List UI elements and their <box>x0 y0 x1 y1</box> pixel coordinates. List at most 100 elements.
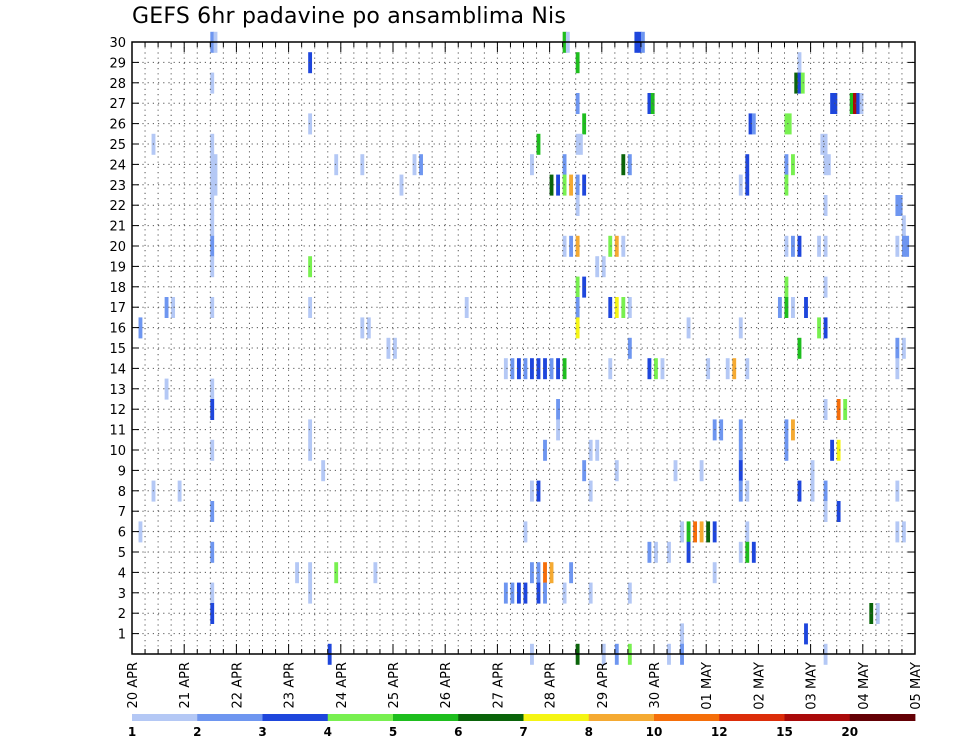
heatmap-cell <box>810 480 815 502</box>
heatmap-cell <box>859 93 864 114</box>
heatmap-cell <box>751 113 756 135</box>
heatmap-cell <box>823 317 828 339</box>
heatmap-cell <box>210 215 215 237</box>
colorbar-swatch <box>849 714 916 721</box>
heatmap-cell <box>797 480 802 502</box>
y-tick-label: 4 <box>118 566 126 581</box>
y-tick-label: 1 <box>118 628 126 643</box>
heatmap-cell <box>823 480 828 502</box>
heatmap-cell <box>575 93 580 114</box>
heatmap-cell <box>582 113 587 135</box>
y-tick-label: 14 <box>109 362 126 377</box>
heatmap-cell <box>856 93 861 114</box>
heatmap-cell <box>706 358 711 380</box>
heatmap-cell <box>797 52 802 74</box>
heatmap-cell <box>601 256 606 278</box>
colorbar-swatch <box>523 714 590 721</box>
heatmap-cell <box>210 399 215 420</box>
heatmap-cell <box>523 582 528 604</box>
colorbar-label: 3 <box>258 725 266 739</box>
heatmap-cell <box>393 337 397 359</box>
x-tick-label: 28 APR <box>544 662 559 708</box>
heatmap-cell <box>210 235 215 257</box>
heatmap-cell <box>575 133 580 155</box>
heatmap-cell <box>627 337 632 359</box>
heatmap-cell <box>210 439 215 461</box>
colorbar-swatch <box>719 714 785 721</box>
y-tick-label: 3 <box>118 587 126 602</box>
heatmap-cell <box>295 562 299 584</box>
colorbar-label: 20 <box>841 725 858 739</box>
heatmap-cell <box>621 154 626 176</box>
x-tick-label: 03 MAY <box>805 662 820 710</box>
heatmap-cell <box>164 297 169 318</box>
heatmap-cell <box>647 93 652 114</box>
x-tick-label: 20 APR <box>126 662 141 708</box>
heatmap-cell <box>308 562 313 584</box>
heatmap-cell <box>820 133 825 155</box>
heatmap-cell <box>784 174 789 196</box>
colorbar-swatch <box>197 714 263 721</box>
heatmap-cell <box>308 113 313 135</box>
heatmap-cell <box>595 439 600 461</box>
heatmap-cell <box>797 337 802 359</box>
heatmap-cell <box>823 276 828 298</box>
heatmap-cell <box>748 113 753 135</box>
heatmap-cell <box>308 439 313 461</box>
colorbar-swatch <box>458 714 524 721</box>
heatmap-cell <box>784 419 789 441</box>
colorbar-label: 2 <box>193 725 201 739</box>
y-axis: 1234567891011121314151617181920212223242… <box>109 36 915 643</box>
y-tick-label: 22 <box>109 199 126 214</box>
chart-title: GEFS 6hr padavine po ansamblima Nis <box>132 4 566 29</box>
heatmap-cell <box>693 521 698 543</box>
heatmap-cell <box>745 174 750 196</box>
x-axis: 20 APR 21 APR 22 APR 23 APR 24 APR 25 APR 26 A… <box>126 42 924 710</box>
heatmap-cell <box>800 72 805 94</box>
heatmap-cell <box>210 256 215 278</box>
heatmap-cell <box>627 154 632 176</box>
colorbar-legend: 1 2 3 4 5 6 7 8 10 12 15 20 <box>128 714 916 739</box>
colorbar-swatch <box>327 714 394 721</box>
heatmap-cell <box>784 113 789 135</box>
heatmap-cell <box>621 235 626 257</box>
heatmap-cell <box>530 358 534 380</box>
x-tick-label: 21 APR <box>178 662 193 708</box>
heatmap-cell <box>582 460 587 482</box>
heatmap-cell <box>575 276 580 298</box>
heatmap-cell <box>823 133 828 155</box>
y-tick-label: 23 <box>109 179 126 194</box>
heatmap-cell <box>464 297 469 318</box>
heatmap-cell <box>680 521 684 543</box>
y-tick-label: 20 <box>109 240 126 255</box>
heatmap-cell <box>784 297 789 318</box>
heatmap-cell <box>719 419 724 441</box>
heatmap-cell <box>373 562 378 584</box>
colorbar-label: 1 <box>128 725 136 739</box>
y-tick-label: 8 <box>118 485 126 500</box>
heatmap-cell <box>308 52 313 74</box>
heatmap-cell <box>575 195 580 216</box>
heatmap-cell <box>530 480 534 502</box>
heatmap-cell <box>608 297 613 318</box>
y-tick-label: 16 <box>109 322 126 337</box>
heatmap-cell <box>797 235 802 257</box>
y-tick-label: 17 <box>109 301 126 316</box>
y-tick-label: 21 <box>109 220 126 235</box>
x-tick-label: 02 MAY <box>752 662 767 710</box>
heatmap-cell <box>810 460 815 482</box>
heatmap-cell <box>138 521 143 543</box>
heatmap-cell <box>334 562 339 584</box>
heatmap-cell <box>823 195 828 216</box>
y-tick-label: 5 <box>118 546 126 561</box>
x-tick-label: 25 APR <box>387 662 402 708</box>
colorbar-label: 6 <box>454 725 462 739</box>
y-tick-label: 29 <box>109 56 126 71</box>
heatmap-cell <box>543 562 547 584</box>
heatmap-cell <box>784 154 789 176</box>
heatmap-cell <box>836 501 841 522</box>
heatmap-cell <box>627 297 632 318</box>
heatmap-cell <box>575 297 580 318</box>
heatmap-cell <box>836 399 841 420</box>
y-tick-label: 30 <box>109 36 126 51</box>
